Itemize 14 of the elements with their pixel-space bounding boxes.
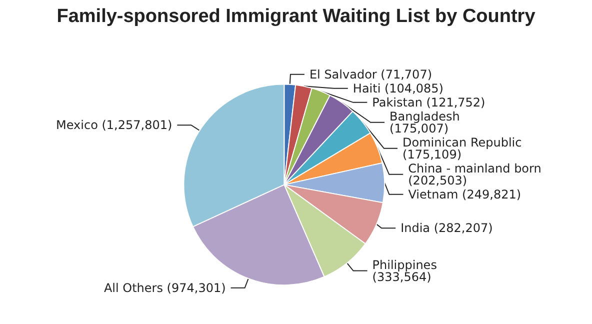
slice-label: Philippines <box>372 258 437 272</box>
slice-label: China - mainland born <box>408 161 542 176</box>
slice-label: Bangladesh <box>390 109 460 124</box>
slice-label: Dominican Republic <box>402 135 522 150</box>
chart-title: Family-sponsored Immigrant Waiting List by Country <box>56 6 536 27</box>
slice-label: India (282,207) <box>400 221 493 236</box>
slice-label: Mexico (1,257,801) <box>56 118 172 132</box>
data-label: (202,503) <box>408 173 468 188</box>
slice-label: Vietnam (249,821) <box>408 187 522 202</box>
slice-label: Haiti (104,085) <box>352 81 444 96</box>
slice-label: All Others (974,301) <box>104 280 226 295</box>
slice-label: El Salvador (71,707) <box>309 67 432 82</box>
slice-label: Pakistan (121,752) <box>372 95 486 110</box>
data-label: (175,109) <box>402 147 462 162</box>
